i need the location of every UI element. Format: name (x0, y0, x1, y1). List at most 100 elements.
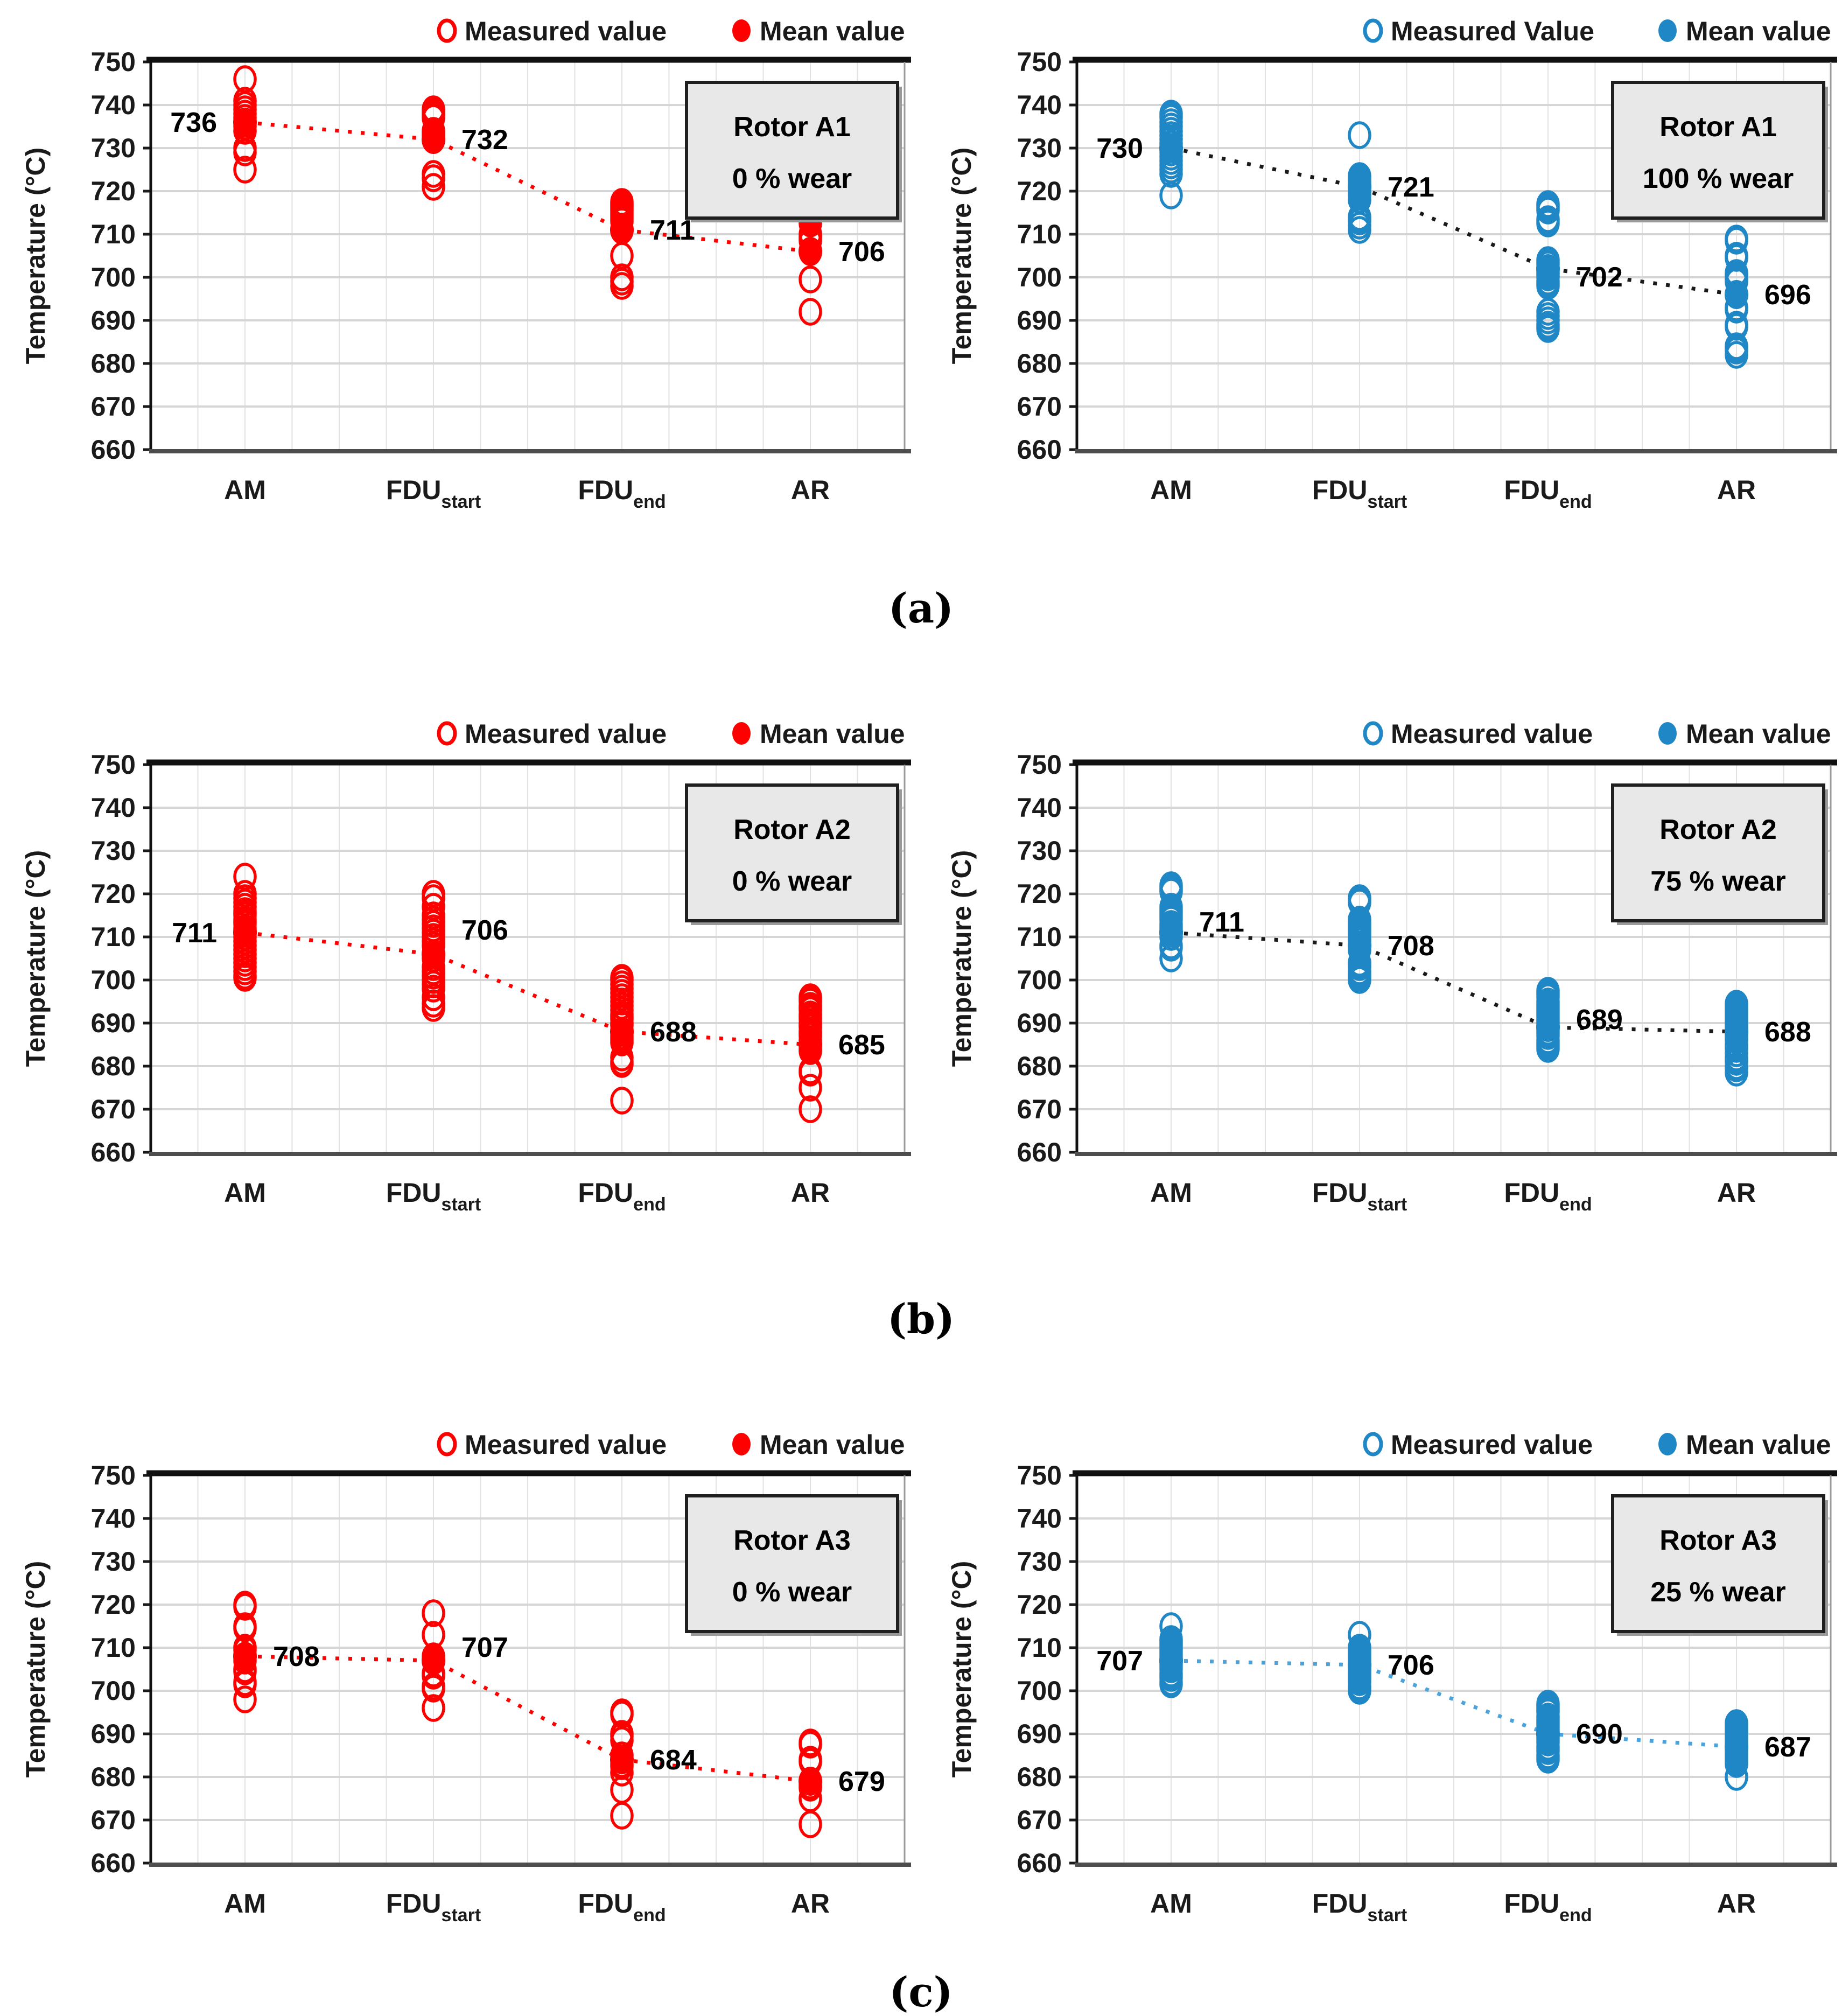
y-tick-label: 660 (91, 1137, 136, 1167)
measured-point (1725, 227, 1748, 255)
legend-mean-icon (732, 722, 751, 745)
y-tick-label: 720 (91, 879, 136, 909)
rotor-box (1611, 783, 1825, 922)
rotor-wear: 75 % wear (1650, 866, 1786, 897)
y-axis-title: Temperature (°C) (947, 850, 977, 1067)
legend-mean-label: Mean value (760, 1430, 905, 1460)
mean-point (1725, 1732, 1748, 1761)
measured-point (1725, 341, 1748, 369)
y-tick-label: 680 (91, 348, 136, 379)
x-category-label: AM (1150, 1888, 1192, 1919)
y-tick-label: 730 (1017, 133, 1062, 163)
x-category-label: FDUstart (386, 475, 481, 512)
measured-point (610, 1050, 634, 1078)
y-tick-label: 750 (1017, 47, 1062, 77)
x-category-label: AM (1150, 475, 1192, 505)
measured-point (422, 975, 445, 1003)
measured-point (233, 1685, 257, 1713)
x-category-label: AR (791, 1888, 830, 1919)
mean-point (422, 1646, 445, 1675)
rotor-title: Rotor A2 (1659, 814, 1777, 845)
y-tick-label: 670 (91, 1805, 136, 1835)
rotor-box (685, 81, 899, 220)
rotor-wear: 100 % wear (1643, 163, 1794, 194)
legend-mean-icon (732, 19, 751, 42)
y-tick-label: 720 (1017, 176, 1062, 206)
mean-value-label: 711 (172, 918, 217, 949)
mean-value-label: 706 (1388, 1650, 1434, 1681)
legend-measured-label: Measured value (465, 16, 667, 46)
x-category-label: FDUstart (386, 1178, 481, 1215)
measured-point (799, 1810, 822, 1838)
mean-value-label: 684 (650, 1745, 697, 1776)
y-axis-title: Temperature (°C) (20, 1561, 51, 1777)
legend-measured-label: Measured value (1391, 1430, 1593, 1460)
mean-value-label: 685 (838, 1030, 885, 1061)
y-tick-label: 720 (1017, 879, 1062, 909)
mean-value-label: 706 (461, 915, 508, 946)
x-category-label: FDUstart (1312, 1178, 1407, 1215)
y-tick-label: 660 (1017, 435, 1062, 465)
y-tick-label: 700 (91, 965, 136, 995)
measured-point (422, 1675, 445, 1703)
x-category-label: AR (791, 475, 830, 505)
scatter-chart: 660 670 680 690 700 710 720 730 740 750 736 732 711 7… (20, 16, 911, 512)
y-tick-label: 680 (91, 1762, 136, 1792)
mean-point (233, 918, 257, 947)
mean-point (233, 108, 257, 137)
measured-point (1348, 121, 1371, 149)
measured-point (233, 1670, 257, 1698)
measured-point (799, 298, 822, 326)
y-tick-label: 750 (91, 750, 136, 780)
mean-point (610, 1017, 634, 1046)
y-tick-label: 730 (1017, 836, 1062, 866)
mean-point (1536, 1013, 1560, 1042)
chart-panel-rotor-a3-25%wear: 660 670 680 690 700 710 720 730 740 750 707 706 690 6… (940, 1422, 1842, 1976)
legend-mean-icon (1658, 19, 1677, 42)
measured-point (1159, 181, 1183, 209)
mean-value-label: 679 (838, 1766, 885, 1797)
x-category-label: FDUend (578, 1178, 666, 1215)
mean-value-label: 708 (273, 1641, 320, 1672)
measured-point (1348, 216, 1371, 244)
measured-point (799, 1731, 822, 1759)
y-tick-label: 660 (91, 1848, 136, 1878)
mean-point (422, 125, 445, 154)
mean-point (1159, 918, 1183, 947)
mean-point (1348, 1650, 1371, 1679)
mean-point (1725, 1017, 1748, 1046)
legend-measured-icon (437, 721, 457, 746)
measured-point (799, 265, 822, 293)
mean-point (1348, 931, 1371, 960)
rotor-wear: 0 % wear (732, 1577, 852, 1608)
section-label-c: (c) (889, 1968, 953, 2016)
y-tick-label: 730 (91, 836, 136, 866)
mean-value-label: 702 (1576, 262, 1623, 293)
mean-value-label: 708 (1388, 930, 1434, 962)
measured-point (422, 1599, 445, 1627)
mean-point (1159, 1646, 1183, 1675)
y-axis-title: Temperature (°C) (20, 850, 51, 1067)
measured-point (799, 1059, 822, 1087)
legend-measured-icon (1363, 721, 1383, 746)
y-tick-label: 710 (1017, 922, 1062, 952)
y-tick-label: 730 (91, 133, 136, 163)
measured-point (610, 1087, 634, 1115)
x-category-label: AM (1150, 1178, 1192, 1208)
scatter-chart: 660 670 680 690 700 710 720 730 740 750 711 708 689 6… (947, 719, 1837, 1215)
measured-point (1725, 1059, 1748, 1087)
y-tick-label: 740 (91, 1503, 136, 1534)
y-axis-title: Temperature (°C) (947, 148, 977, 364)
mean-value-label: 689 (1576, 1004, 1623, 1035)
x-category-label: FDUend (1504, 475, 1592, 512)
y-tick-label: 690 (91, 305, 136, 335)
rotor-wear: 25 % wear (1650, 1577, 1786, 1608)
measured-point (422, 994, 445, 1022)
y-tick-label: 730 (91, 1546, 136, 1577)
rotor-title: Rotor A1 (1659, 111, 1777, 143)
measured-point (799, 1095, 822, 1123)
y-tick-label: 740 (1017, 793, 1062, 823)
x-category-label: AM (224, 1178, 266, 1208)
x-category-label: AR (1717, 475, 1756, 505)
measured-point (233, 1614, 257, 1642)
